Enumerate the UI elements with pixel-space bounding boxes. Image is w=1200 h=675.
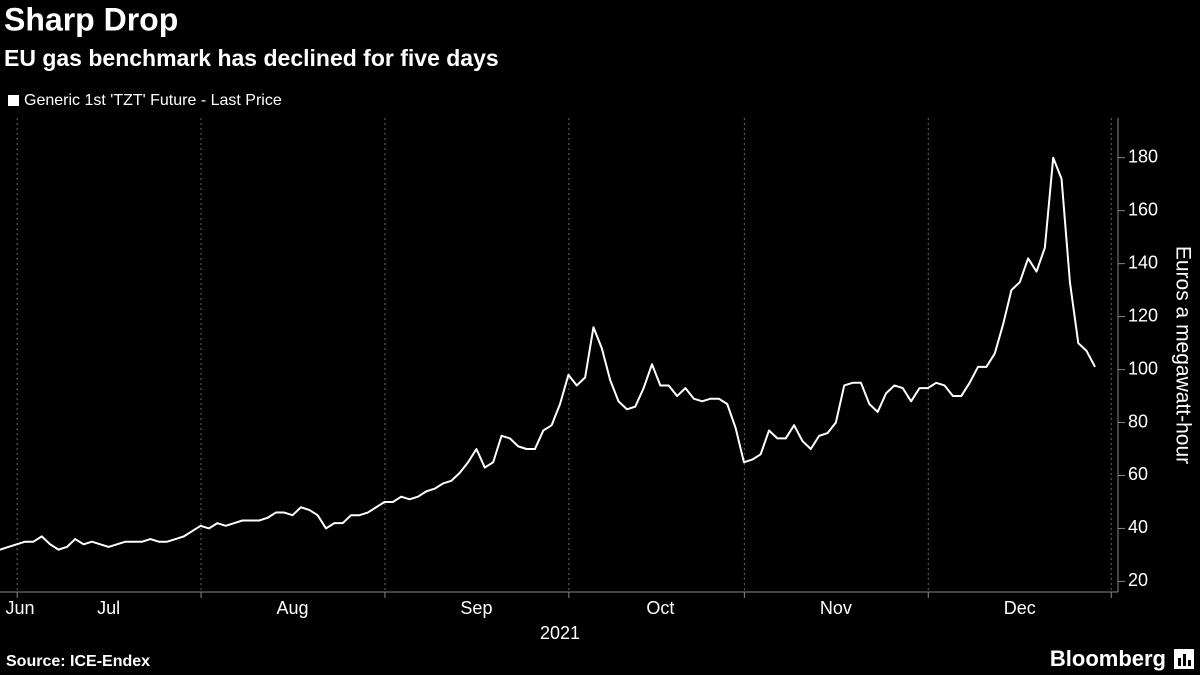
y-tick-label: 40 <box>1128 517 1148 537</box>
x-tick-label: Oct <box>646 598 674 618</box>
y-tick-label: 180 <box>1128 146 1158 166</box>
series-line <box>0 156 1096 551</box>
logo-bar <box>1188 660 1191 666</box>
x-axis-label: 2021 <box>540 623 580 643</box>
logo-bar <box>1183 654 1186 666</box>
x-tick-label: Dec <box>1004 598 1036 618</box>
chart-subtitle: EU gas benchmark has declined for five d… <box>4 45 499 71</box>
brand-logo <box>1174 649 1194 669</box>
y-tick-label: 100 <box>1128 358 1158 378</box>
x-tick-label: Nov <box>820 598 852 618</box>
y-tick-label: 20 <box>1128 570 1148 590</box>
logo-bar <box>1178 658 1181 666</box>
y-tick-label: 120 <box>1128 305 1158 325</box>
legend-label: Generic 1st 'TZT' Future - Last Price <box>24 92 282 109</box>
y-tick-label: 140 <box>1128 252 1158 272</box>
chart-title: Sharp Drop <box>4 1 178 37</box>
x-tick-label: Jun <box>5 598 34 618</box>
brand: Bloomberg <box>1050 646 1166 671</box>
y-tick-label: 160 <box>1128 199 1158 219</box>
y-tick-label: 60 <box>1128 464 1148 484</box>
legend-swatch <box>8 95 19 106</box>
x-tick-label: Jul <box>97 598 120 618</box>
y-tick-label: 80 <box>1128 411 1148 431</box>
x-tick-label: Aug <box>277 598 309 618</box>
x-tick-label: Sep <box>460 598 492 618</box>
source: Source: ICE-Endex <box>6 653 150 670</box>
y-axis-label: Euros a megawatt-hour <box>1171 246 1194 464</box>
